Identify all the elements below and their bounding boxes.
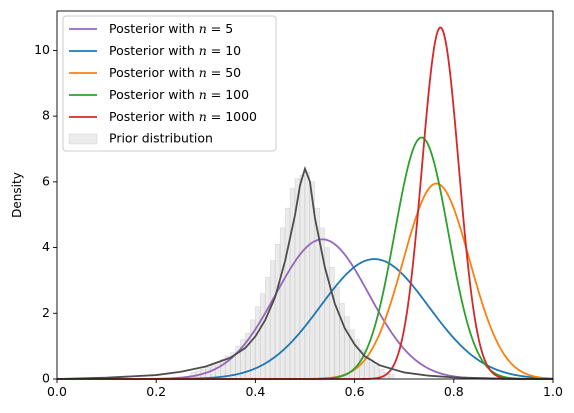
y-tick-label: 0 xyxy=(42,371,50,386)
legend-label: Posterior with n = 1000 xyxy=(109,109,257,124)
histogram-bar xyxy=(334,286,340,380)
histogram-bar xyxy=(339,303,345,380)
legend-swatch xyxy=(68,133,98,145)
legend-item: Posterior with n = 100 xyxy=(69,87,249,102)
legend-item: Posterior with n = 10 xyxy=(69,43,241,58)
y-tick-label: 8 xyxy=(42,108,50,123)
x-tick-label: 0.6 xyxy=(345,384,365,399)
legend: Posterior with n = 5 Posterior with n = … xyxy=(62,15,277,152)
legend-label: Posterior with n = 100 xyxy=(109,87,249,102)
legend-label: Posterior with n = 50 xyxy=(109,65,241,80)
histogram-bar xyxy=(299,175,305,380)
histogram-bar xyxy=(304,171,310,380)
histogram-bar xyxy=(389,373,395,380)
histogram-bar xyxy=(344,316,350,380)
x-tick-label: 1.0 xyxy=(543,384,563,399)
y-axis-label: Density xyxy=(10,172,24,218)
histogram-bar xyxy=(284,207,291,380)
y-axis: 0 2 4 6 8 10 xyxy=(34,42,57,386)
y-tick-label: 6 xyxy=(42,173,50,188)
legend-label: Prior distribution xyxy=(109,131,213,146)
y-tick-label: 4 xyxy=(42,239,50,254)
prior-histogram xyxy=(190,171,395,380)
legend-item: Prior distribution xyxy=(68,131,213,146)
x-tick-label: 0.8 xyxy=(444,384,464,399)
y-tick-label: 2 xyxy=(42,305,50,320)
legend-item: Posterior with n = 50 xyxy=(69,65,241,80)
plot-frame xyxy=(56,10,554,380)
legend-label: Posterior with n = 10 xyxy=(109,43,241,58)
legend-item: Posterior with n = 1000 xyxy=(69,109,257,124)
histogram-bar xyxy=(270,260,276,380)
histogram-bar xyxy=(279,227,286,380)
histogram-bar xyxy=(369,362,375,380)
y-tick-label: 10 xyxy=(34,42,50,57)
x-axis: 0.0 0.2 0.4 0.6 0.8 1.0 xyxy=(47,379,563,399)
x-tick-label: 0.0 xyxy=(47,384,67,399)
histogram-bar xyxy=(329,267,335,380)
legend-frame xyxy=(62,15,277,152)
x-tick-label: 0.2 xyxy=(146,384,166,399)
x-tick-label: 0.4 xyxy=(245,384,265,399)
legend-item: Posterior with n = 5 xyxy=(69,21,233,36)
legend-label: Posterior with n = 5 xyxy=(109,21,233,36)
histogram-bar xyxy=(274,244,281,380)
prior-kde-line xyxy=(56,165,554,380)
